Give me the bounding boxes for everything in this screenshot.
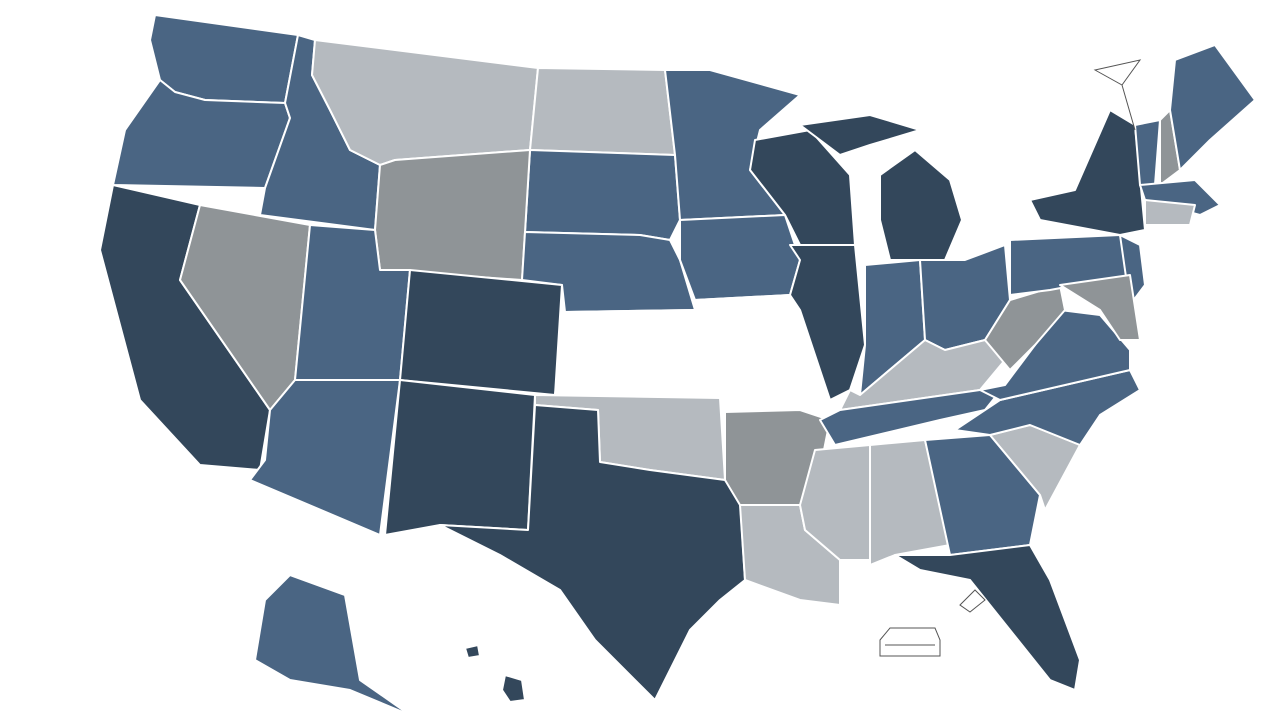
state-fl xyxy=(894,544,1081,691)
state-mi xyxy=(879,149,963,261)
inset-outline xyxy=(879,627,941,657)
state-va xyxy=(979,309,1131,401)
compass-mark xyxy=(1093,59,1142,131)
state-md-de xyxy=(1059,274,1141,341)
state-wy xyxy=(374,149,531,281)
state-ks xyxy=(554,309,721,396)
state-il xyxy=(789,244,866,401)
inset-shape xyxy=(959,589,986,613)
state-nm xyxy=(384,379,536,536)
state-nd xyxy=(529,67,676,156)
state-co xyxy=(399,269,563,396)
state-mi-upper xyxy=(799,114,921,156)
state-sd xyxy=(524,149,681,241)
state-ma xyxy=(1139,179,1221,216)
state-ak xyxy=(254,574,411,716)
state-ia xyxy=(679,214,801,301)
state-tx xyxy=(439,404,746,701)
state-hi-1 xyxy=(464,644,481,659)
state-vt xyxy=(1134,119,1161,186)
state-wv xyxy=(984,284,1066,371)
state-al xyxy=(869,439,951,566)
state-ga xyxy=(924,434,1041,556)
state-ct-ri xyxy=(1144,199,1196,226)
states xyxy=(99,14,1256,716)
state-nj xyxy=(1119,234,1146,306)
state-me xyxy=(1169,44,1256,171)
map-decorations xyxy=(879,59,1142,657)
state-hi-2 xyxy=(501,674,526,703)
